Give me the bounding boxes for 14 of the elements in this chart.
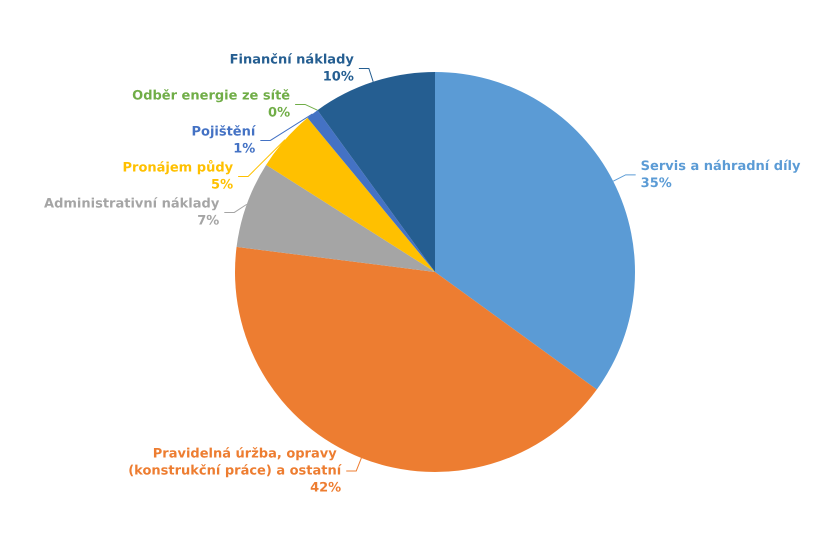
slice-label: Pravidelná úržba, opravy (konstrukční práce) a ostatní (128, 446, 343, 478)
slice-label: Administrativní náklady (44, 196, 220, 212)
data-label: 1% (233, 141, 256, 156)
slice-label: Servis a náhradní díly (640, 158, 801, 174)
text: 0% (268, 105, 290, 120)
slice-label: Pronájem půdy (122, 159, 234, 176)
data-label: 7% (197, 213, 220, 228)
slice-label: Finanční náklady (230, 52, 354, 68)
data-label: 35% (640, 176, 672, 191)
data-label: 10% (322, 69, 354, 84)
category-label: Odběr energie ze sítě (132, 88, 290, 104)
data-label: 5% (211, 177, 234, 192)
data-label: 42% (310, 480, 342, 496)
slice-label: Pojištění (191, 124, 257, 140)
